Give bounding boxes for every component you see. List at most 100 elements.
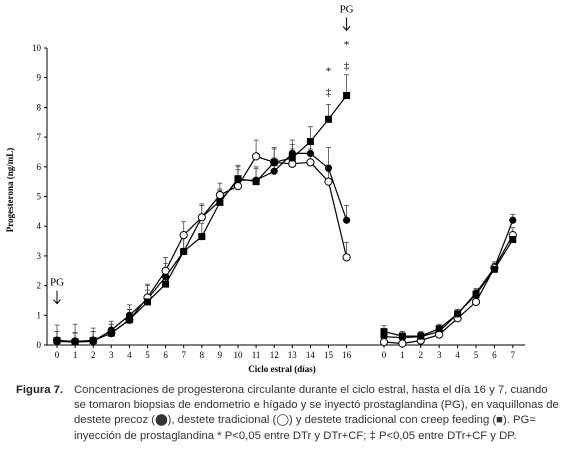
- x-tick-label: 7: [181, 350, 186, 360]
- y-tick-label: 6: [37, 162, 42, 172]
- x-tick-label: 5: [145, 350, 150, 360]
- pg-annotation-label: PG: [50, 277, 64, 289]
- data-point-square: [125, 316, 133, 324]
- x-tick-label: 0: [382, 350, 387, 360]
- caption-text: Concentraciones de progesterona circulan…: [74, 384, 559, 442]
- data-point-open-circle: [161, 266, 170, 275]
- data-point-open-circle: [252, 152, 261, 161]
- significance-mark: ‡: [326, 87, 332, 99]
- x-tick-label: 3: [109, 350, 114, 360]
- y-tick-label: 8: [37, 102, 42, 112]
- x-axis-title: Ciclo estral (días): [248, 364, 316, 374]
- data-point-square: [417, 332, 425, 340]
- series-open-circle-line: [383, 234, 514, 345]
- data-point-square: [71, 338, 79, 346]
- y-axis-title: Progesterona (ng/mL): [5, 148, 15, 232]
- data-point-open-circle: [379, 337, 389, 347]
- x-tick-label: 1: [400, 350, 405, 360]
- caption-label: Figura 7.: [16, 384, 64, 396]
- series-lines: [56, 95, 514, 345]
- error-bars: [54, 74, 516, 344]
- data-point-square: [53, 337, 61, 345]
- data-point-square: [198, 233, 206, 241]
- x-tick-label: 9: [218, 350, 223, 360]
- data-point-square: [472, 291, 480, 299]
- x-tick-label: 7: [511, 350, 516, 360]
- data-point-open-circle: [398, 339, 407, 348]
- data-point-open-circle: [179, 231, 188, 240]
- x-tick-label: 8: [200, 350, 205, 360]
- data-point-open-circle: [197, 213, 206, 222]
- x-tick-label: 0: [55, 350, 60, 360]
- data-point-square: [252, 178, 260, 186]
- data-point-square: [288, 154, 296, 162]
- x-tick-label: 13: [288, 350, 298, 360]
- y-tick-label: 9: [37, 73, 42, 83]
- x-tick-label: 2: [91, 350, 96, 360]
- data-point-square: [162, 280, 170, 288]
- data-point-square: [270, 158, 278, 166]
- data-point-square: [216, 198, 224, 206]
- x-tick-label: 12: [270, 350, 279, 360]
- data-point-filled-circle: [509, 216, 517, 224]
- y-tick-label: 1: [37, 310, 42, 320]
- data-point-open-circle: [215, 190, 224, 200]
- data-point-square: [454, 310, 462, 318]
- x-tick-label: 16: [342, 350, 352, 360]
- data-point-open-circle: [233, 182, 243, 191]
- data-point-square: [144, 298, 151, 306]
- data-point-square: [89, 337, 97, 345]
- y-tick-label: 10: [32, 43, 42, 53]
- data-point-open-circle: [471, 297, 481, 307]
- pg-annotation-label: PG: [340, 3, 354, 15]
- y-tick-label: 4: [37, 221, 42, 231]
- data-point-filled-circle: [324, 164, 333, 172]
- data-points: [52, 92, 517, 348]
- series-open-circle-line: [56, 155, 348, 343]
- data-point-filled-circle: [306, 149, 314, 158]
- data-point-filled-circle: [343, 216, 351, 224]
- data-point-square: [509, 236, 517, 244]
- data-point-square: [234, 175, 242, 183]
- x-tick-label: 10: [234, 350, 244, 360]
- data-point-square: [343, 92, 351, 100]
- data-point-square: [490, 265, 498, 273]
- pg-arrow-head: [53, 299, 61, 305]
- x-tick-label: 1: [73, 350, 78, 360]
- x-tick-label: 6: [163, 350, 168, 360]
- data-point-square: [107, 329, 115, 337]
- y-tick-label: 0: [37, 340, 42, 350]
- data-point-open-circle: [342, 253, 351, 262]
- data-point-open-circle: [306, 158, 315, 167]
- significance-mark: *: [326, 66, 332, 78]
- significance-mark: *: [344, 39, 350, 51]
- data-point-filled-circle: [270, 167, 278, 175]
- x-tick-label: 3: [437, 350, 442, 360]
- x-tick-label: 5: [474, 350, 479, 360]
- data-point-square: [325, 115, 332, 123]
- y-tick-label: 5: [37, 192, 42, 202]
- data-point-open-circle: [324, 177, 333, 186]
- data-point-square: [306, 138, 314, 146]
- data-point-square: [180, 247, 188, 255]
- x-tick-label: 6: [492, 350, 497, 360]
- x-tick-label: 14: [306, 350, 316, 360]
- x-tick-label: 4: [455, 350, 460, 360]
- y-tick-label: 2: [37, 281, 42, 291]
- y-tick-label: 7: [37, 132, 42, 142]
- x-tick-label: 4: [127, 350, 132, 360]
- data-point-square: [380, 328, 388, 336]
- figure-caption: Figura 7. Concentraciones de progesteron…: [16, 383, 562, 444]
- x-tick-label: 15: [324, 350, 334, 360]
- series-filled-circle-line: [56, 152, 348, 343]
- series-filled-circle-line: [383, 220, 514, 339]
- data-point-square: [398, 332, 406, 340]
- y-tick-label: 3: [37, 251, 42, 261]
- data-point-filled-circle: [162, 273, 170, 281]
- chart-annotations: PG PG * ‡ * ‡: [50, 3, 354, 305]
- series-filled-square-line: [383, 239, 514, 337]
- significance-mark: ‡: [344, 60, 350, 72]
- data-point-square: [435, 325, 443, 333]
